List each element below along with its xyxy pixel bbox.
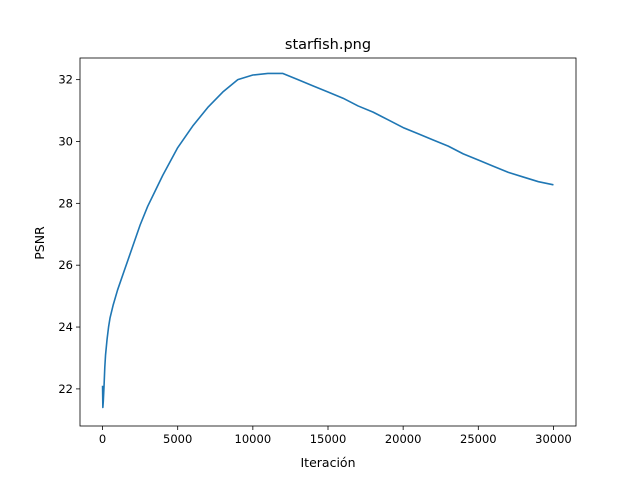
plot-frame — [79, 57, 577, 427]
x-tick-label: 20000 — [385, 432, 422, 446]
series-line-0 — [101, 72, 554, 409]
y-tick-label: 22 — [58, 382, 73, 396]
x-tick-label: 15000 — [310, 432, 347, 446]
y-tick-label: 32 — [58, 73, 73, 87]
y-tick-label: 28 — [58, 196, 73, 210]
x-tick-label: 0 — [99, 432, 106, 446]
y-tick-label: 26 — [58, 258, 73, 272]
x-tick-label: 5000 — [163, 432, 192, 446]
x-axis-label: Iteración — [301, 455, 356, 470]
x-tick-label: 25000 — [460, 432, 497, 446]
y-tick-label: 24 — [58, 320, 73, 334]
x-tick-label: 10000 — [235, 432, 272, 446]
y-tick-label: 30 — [58, 134, 73, 148]
y-axis-label: PSNR — [32, 226, 47, 260]
chart-title: starfish.png — [285, 37, 371, 53]
plot-area: 0 5000 10000 15000 20000 25000 30000 22 24 26 28 30… — [58, 57, 577, 446]
x-tick-label: 30000 — [535, 432, 572, 446]
